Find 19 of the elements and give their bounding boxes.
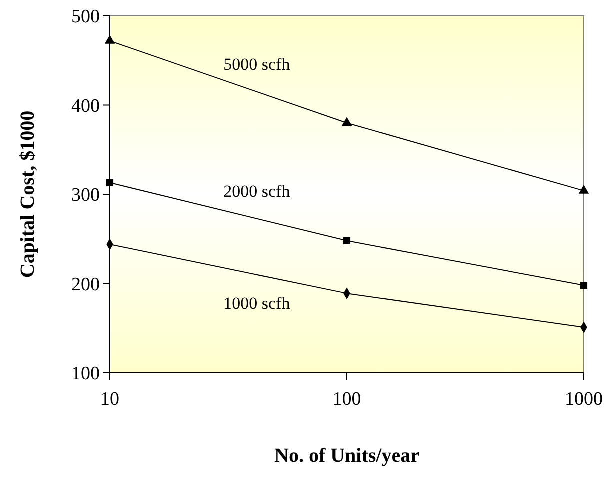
point (104, 35, 116, 44)
point (106, 179, 114, 186)
series-label: 1000 scfh (224, 294, 291, 313)
point (342, 117, 352, 126)
point (580, 282, 588, 290)
y-tick-label: 500 (72, 6, 100, 28)
y-tick-label: 100 (72, 364, 100, 385)
y-tick-label: 300 (72, 185, 100, 206)
point (343, 237, 351, 244)
series-label: 2000 scfh (224, 182, 291, 201)
x-axis-title: No. of Units/year (274, 445, 420, 467)
y-tick-label: 400 (72, 96, 100, 117)
point (578, 185, 590, 194)
y-axis-title: Capital Cost, $1000 (17, 110, 39, 278)
x-tick-label: 100 (332, 389, 362, 410)
x-tick-label: 1000 (565, 389, 603, 410)
series-label: 5000 scfh (224, 54, 291, 74)
y-tick-label: 200 (72, 274, 100, 296)
x-tick-label: 10 (100, 389, 120, 410)
